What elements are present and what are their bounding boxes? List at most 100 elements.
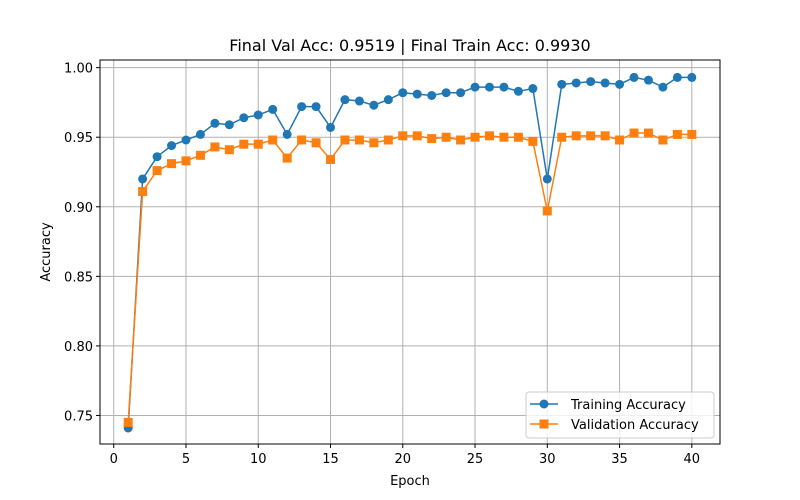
data-point-validation-accuracy xyxy=(513,132,523,142)
data-point-training-accuracy xyxy=(571,78,581,88)
data-point-training-accuracy xyxy=(268,104,278,114)
data-point-training-accuracy xyxy=(484,82,494,92)
chart-title: Final Val Acc: 0.9519 | Final Train Acc:… xyxy=(229,36,590,55)
data-point-training-accuracy xyxy=(412,89,422,99)
series-line-validation-accuracy xyxy=(127,132,692,423)
x-tick-label: 35 xyxy=(611,452,628,467)
data-point-validation-accuracy xyxy=(340,135,350,145)
legend-label-training: Training Accuracy xyxy=(570,398,686,413)
x-tick-label: 15 xyxy=(322,452,339,467)
legend-entry-training: Training Accuracy xyxy=(530,398,686,413)
data-point-training-accuracy xyxy=(326,122,336,132)
data-point-validation-accuracy xyxy=(398,131,408,141)
data-point-validation-accuracy xyxy=(152,166,162,176)
data-point-training-accuracy xyxy=(167,141,177,151)
series-line-training-accuracy xyxy=(127,76,692,429)
legend-entry-validation: Validation Accuracy xyxy=(530,418,699,433)
data-point-training-accuracy xyxy=(499,82,509,92)
plot-frame xyxy=(99,59,721,445)
data-point-training-accuracy xyxy=(152,152,162,162)
data-point-training-accuracy xyxy=(311,102,321,112)
data-point-training-accuracy xyxy=(297,102,307,112)
x-tick-label: 5 xyxy=(182,452,190,467)
data-point-training-accuracy xyxy=(528,84,538,94)
data-point-validation-accuracy xyxy=(658,135,668,145)
data-point-validation-accuracy xyxy=(528,136,538,146)
data-point-training-accuracy xyxy=(354,96,364,106)
y-tick-label: 0.95 xyxy=(64,131,93,146)
data-point-training-accuracy xyxy=(427,90,437,100)
data-point-validation-accuracy xyxy=(441,132,451,142)
y-axis-label: Accuracy xyxy=(39,222,54,282)
data-point-training-accuracy xyxy=(441,88,451,98)
legend-swatch-training-marker xyxy=(539,399,549,409)
data-point-training-accuracy xyxy=(224,120,234,130)
y-tick-label: 0.90 xyxy=(64,201,93,216)
data-point-validation-accuracy xyxy=(195,150,205,160)
data-point-training-accuracy xyxy=(615,79,625,89)
data-point-validation-accuracy xyxy=(643,128,653,138)
data-point-validation-accuracy xyxy=(181,156,191,166)
series-training-accuracy xyxy=(123,72,697,433)
x-axis-ticks: 0 5 10 15 20 25 30 35 40 xyxy=(110,444,700,467)
data-point-training-accuracy xyxy=(629,72,639,82)
data-point-training-accuracy xyxy=(340,95,350,105)
x-axis-label: Epoch xyxy=(390,474,430,489)
y-tick-label: 0.75 xyxy=(64,409,93,424)
data-point-training-accuracy xyxy=(253,110,263,120)
data-point-validation-accuracy xyxy=(600,131,610,141)
data-point-validation-accuracy xyxy=(427,134,437,144)
data-point-training-accuracy xyxy=(586,77,596,87)
x-tick-label: 20 xyxy=(395,452,412,467)
data-point-training-accuracy xyxy=(658,82,668,92)
data-point-validation-accuracy xyxy=(499,132,509,142)
data-point-training-accuracy xyxy=(138,174,148,184)
data-point-validation-accuracy xyxy=(224,145,234,155)
data-point-training-accuracy xyxy=(470,82,480,92)
y-tick-label: 1.00 xyxy=(64,62,93,77)
data-point-validation-accuracy xyxy=(687,129,697,139)
y-tick-label: 0.85 xyxy=(64,270,93,285)
data-point-validation-accuracy xyxy=(470,132,480,142)
data-point-training-accuracy xyxy=(181,135,191,145)
data-point-validation-accuracy xyxy=(557,132,567,142)
data-point-validation-accuracy xyxy=(383,135,393,145)
data-point-training-accuracy xyxy=(282,129,292,139)
data-point-training-accuracy xyxy=(542,174,552,184)
y-axis-ticks: 0.75 0.80 0.85 0.90 0.95 1.00 xyxy=(64,62,100,424)
legend-label-validation: Validation Accuracy xyxy=(571,418,699,433)
data-point-validation-accuracy xyxy=(369,138,379,148)
x-tick-label: 10 xyxy=(250,452,267,467)
legend: Training Accuracy Validation Accuracy xyxy=(525,391,715,439)
data-point-validation-accuracy xyxy=(138,186,148,196)
data-point-training-accuracy xyxy=(687,72,697,82)
y-tick-label: 0.80 xyxy=(64,340,93,355)
data-point-validation-accuracy xyxy=(123,417,133,427)
data-point-validation-accuracy xyxy=(354,135,364,145)
data-point-training-accuracy xyxy=(210,118,220,128)
data-point-validation-accuracy xyxy=(672,129,682,139)
data-point-validation-accuracy xyxy=(311,138,321,148)
data-point-validation-accuracy xyxy=(326,154,336,164)
data-point-training-accuracy xyxy=(557,79,567,89)
data-point-validation-accuracy xyxy=(629,128,639,138)
data-point-training-accuracy xyxy=(456,88,466,98)
data-point-validation-accuracy xyxy=(239,139,249,149)
data-point-training-accuracy xyxy=(398,88,408,98)
data-point-validation-accuracy xyxy=(484,131,494,141)
x-tick-label: 30 xyxy=(539,452,556,467)
data-point-training-accuracy xyxy=(239,113,249,123)
data-point-training-accuracy xyxy=(383,95,393,105)
x-tick-label: 0 xyxy=(110,452,118,467)
legend-swatch-validation-marker xyxy=(539,419,549,429)
legend-box xyxy=(525,391,715,439)
data-point-training-accuracy xyxy=(643,75,653,85)
data-point-validation-accuracy xyxy=(586,131,596,141)
x-tick-label: 25 xyxy=(467,452,484,467)
data-point-training-accuracy xyxy=(672,72,682,82)
data-point-validation-accuracy xyxy=(253,139,263,149)
series-layer xyxy=(123,72,697,433)
data-point-validation-accuracy xyxy=(542,206,552,216)
data-point-validation-accuracy xyxy=(571,131,581,141)
